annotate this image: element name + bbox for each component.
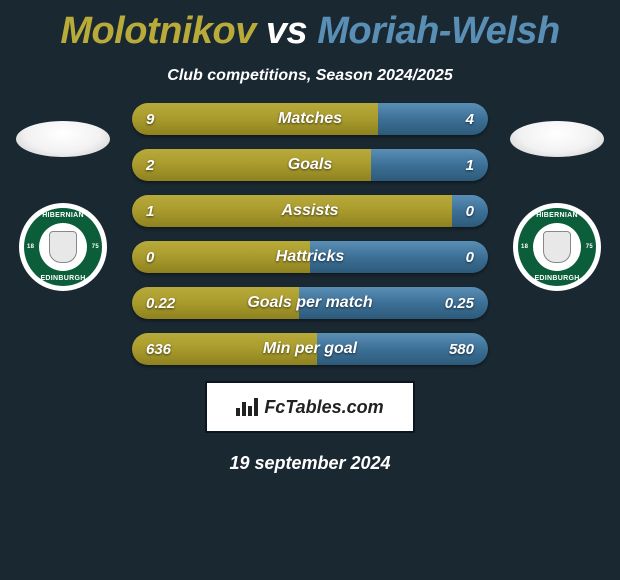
crest-year-left: 18 [27, 244, 34, 250]
stat-label: Goals per match [247, 294, 372, 312]
shield-icon [49, 231, 77, 263]
stat-value-right: 4 [466, 111, 474, 128]
stat-label: Hattricks [276, 248, 344, 266]
right-side: HIBERNIAN 18 75 EDINBURGH [508, 103, 606, 291]
stat-value-right: 0 [466, 203, 474, 220]
stat-label: Goals [288, 156, 332, 174]
stat-value-right: 0.25 [445, 295, 474, 312]
stat-value-right: 580 [449, 341, 474, 358]
title-left: Molotnikov [60, 10, 256, 52]
rugby-ball-icon [510, 121, 604, 157]
brand-badge: FcTables.com [205, 381, 415, 433]
stat-value-left: 9 [146, 111, 154, 128]
crest-bottom-text: EDINBURGH [534, 275, 579, 282]
brand-text: FcTables.com [264, 397, 383, 418]
crest-top-text: HIBERNIAN [536, 212, 578, 219]
stat-value-left: 0 [146, 249, 154, 266]
title-vs: vs [256, 10, 317, 52]
stat-label: Matches [278, 110, 342, 128]
crest-year-right: 75 [586, 244, 593, 250]
shield-icon [543, 231, 571, 263]
page-title: Molotnikov vs Moriah-Welsh [0, 0, 620, 53]
stat-value-left: 0.22 [146, 295, 175, 312]
crest-top-text: HIBERNIAN [42, 212, 84, 219]
stat-value-right: 0 [466, 249, 474, 266]
stat-value-left: 1 [146, 203, 154, 220]
stat-bars: 9 Matches 4 2 Goals 1 1 Assists 0 0 Hattricks 0 0.22… [132, 103, 488, 365]
bar-chart-icon [236, 398, 258, 416]
club-crest-right: HIBERNIAN 18 75 EDINBURGH [513, 203, 601, 291]
crest-bottom-text: EDINBURGH [40, 275, 85, 282]
left-side: HIBERNIAN 18 75 EDINBURGH [14, 103, 112, 291]
stat-value-right: 1 [466, 157, 474, 174]
stat-value-left: 2 [146, 157, 154, 174]
stat-bar: 1 Assists 0 [132, 195, 488, 227]
club-crest-left: HIBERNIAN 18 75 EDINBURGH [19, 203, 107, 291]
stat-bar: 0.22 Goals per match 0.25 [132, 287, 488, 319]
date-text: 19 september 2024 [0, 453, 620, 474]
subtitle: Club competitions, Season 2024/2025 [0, 67, 620, 85]
stat-label: Min per goal [263, 340, 357, 358]
crest-year-right: 75 [92, 244, 99, 250]
bar-left-fill [132, 149, 371, 181]
rugby-ball-icon [16, 121, 110, 157]
stat-bar: 2 Goals 1 [132, 149, 488, 181]
comparison-content: HIBERNIAN 18 75 EDINBURGH 9 Matches 4 2 Goal… [0, 103, 620, 365]
stat-label: Assists [282, 202, 339, 220]
stat-bar: 636 Min per goal 580 [132, 333, 488, 365]
stat-bar: 0 Hattricks 0 [132, 241, 488, 273]
title-right: Moriah-Welsh [317, 10, 559, 52]
stat-bar: 9 Matches 4 [132, 103, 488, 135]
crest-year-left: 18 [521, 244, 528, 250]
stat-value-left: 636 [146, 341, 171, 358]
